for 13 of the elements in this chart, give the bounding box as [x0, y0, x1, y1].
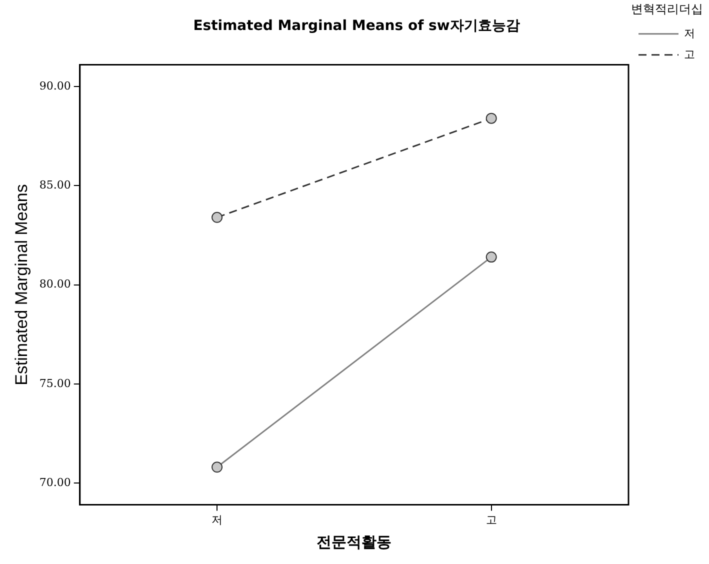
y-tick-label: 70.00 — [39, 476, 71, 489]
legend-title: 변혁적리더십 — [630, 2, 703, 16]
y-axis-title: Estimated Marginal Means — [12, 184, 31, 386]
legend-label: 고 — [684, 48, 695, 61]
legend-label: 저 — [684, 26, 695, 40]
x-axis-title: 전문적활동 — [316, 532, 392, 551]
y-tick-label: 75.00 — [39, 376, 71, 390]
y-tick-label: 85.00 — [39, 178, 71, 192]
point — [212, 212, 223, 223]
point — [486, 112, 497, 124]
y-tick-label: 90.00 — [39, 79, 71, 92]
y-tick-label: 80.00 — [39, 278, 71, 291]
chart-title: Estimated Marginal Means of sw자기효능감 — [193, 18, 520, 34]
